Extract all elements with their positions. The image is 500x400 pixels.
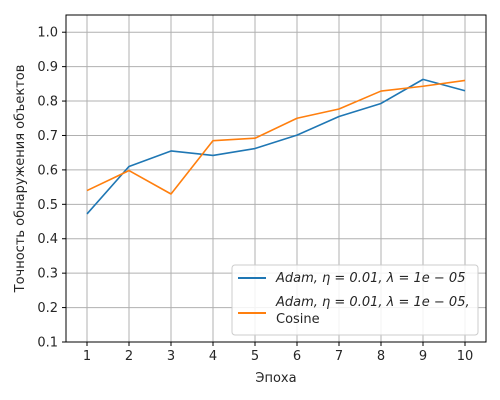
y-tick-label: 0.5: [37, 198, 58, 213]
plot-frame: [65, 14, 487, 343]
x-tick-label: 7: [335, 349, 343, 364]
y-tick-label: 0.3: [37, 267, 58, 282]
x-tick-label: 3: [167, 349, 175, 364]
y-tick-label: 0.4: [37, 232, 58, 247]
legend-entry-series-2: Adam, η = 0.01, λ = 1e − 05, Cosine: [275, 295, 470, 327]
x-tick-label: 10: [457, 349, 474, 364]
x-tick-label: 6: [293, 349, 301, 364]
y-tick-label: 0.8: [37, 95, 58, 110]
series-lines: [86, 78, 466, 215]
x-tick-label: 8: [377, 349, 385, 364]
x-tick-label: 2: [125, 349, 133, 364]
legend-entry-series-1: Adam, η = 0.01, λ = 1e − 05: [275, 271, 465, 286]
y-tick-label: 0.7: [37, 129, 58, 144]
axis-ticks: 1 2 3 4 5 6 7 8 9 10 0.1 0.2 0.3 0.4 0.5 0.6 0.7 0.8 0.9 1.…: [37, 26, 473, 364]
legend-label-series-2-line-2: Cosine: [276, 312, 320, 327]
legend-label-series-1: Adam, η = 0.01, λ = 1e − 05: [275, 271, 465, 286]
x-tick-label: 9: [419, 349, 427, 364]
y-tick-label: 1.0: [37, 26, 58, 41]
y-axis-label: Точность обнаружения объектов: [13, 65, 28, 294]
y-tick-label: 0.9: [37, 60, 58, 75]
y-tick-label: 0.2: [37, 301, 58, 316]
x-tick-label: 1: [83, 349, 91, 364]
y-tick-label: 0.6: [37, 163, 58, 178]
legend: Adam, η = 0.01, λ = 1e − 05 Adam, η = 0.…: [231, 264, 479, 336]
x-tick-label: 4: [209, 349, 217, 364]
y-tick-label: 0.1: [37, 336, 58, 351]
legend-label-series-2-line-1: Adam, η = 0.01, λ = 1e − 05,: [275, 295, 470, 310]
series-line-1: [86, 78, 466, 215]
legend-box: [231, 264, 479, 336]
x-axis-label: Эпоха: [255, 371, 296, 386]
series-line-2: [86, 79, 466, 195]
x-tick-label: 5: [251, 349, 259, 364]
